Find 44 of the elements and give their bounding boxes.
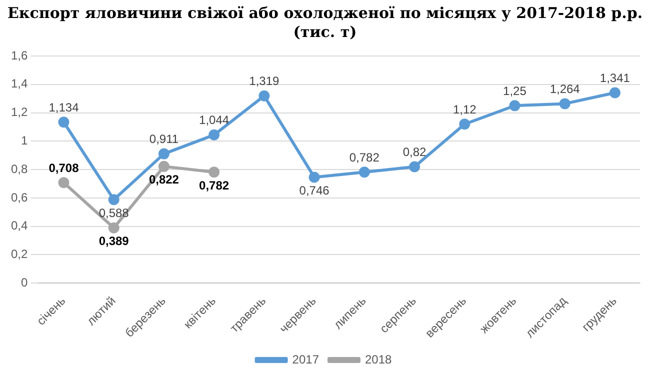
point	[108, 222, 120, 234]
point	[158, 160, 170, 172]
chart-title: Експорт яловичини свіжої або охолодженої по місяцях у 2017-2018 р.р. (тис. т)	[6, 4, 644, 42]
data-label: 0,389	[98, 234, 130, 248]
point	[58, 177, 70, 188]
point	[609, 87, 620, 98]
legend-label: 2018	[365, 352, 392, 366]
point	[509, 100, 520, 112]
point	[158, 148, 170, 160]
y-tick-label: 0,2	[10, 247, 28, 262]
point	[108, 194, 120, 206]
point	[308, 172, 320, 183]
data-label: 1,319	[249, 74, 280, 88]
point	[559, 98, 570, 110]
point	[459, 118, 470, 130]
data-label: 1,25	[503, 84, 527, 98]
y-tick-label: 1,2	[10, 105, 28, 120]
point	[409, 161, 420, 172]
data-label: 0,588	[98, 206, 130, 220]
point	[208, 129, 220, 140]
point	[208, 166, 220, 178]
data-label: 1,341	[600, 71, 630, 86]
point	[258, 90, 270, 102]
data-label: 0,782	[349, 150, 380, 164]
data-label: 1,12	[452, 102, 477, 116]
point	[58, 116, 70, 128]
data-label: 0,746	[299, 184, 330, 198]
data-label: 1,044	[199, 113, 230, 128]
data-label: 1,134	[48, 100, 80, 114]
y-tick-label: 0,8	[10, 162, 28, 176]
data-label: 0,82	[402, 145, 427, 160]
y-tick-label: 0,6	[10, 190, 28, 204]
data-label: 0,911	[149, 132, 179, 146]
legend-label: 2017	[292, 352, 320, 366]
point	[358, 166, 370, 178]
y-tick-label: 0,4	[10, 218, 28, 233]
data-label: 0,782	[199, 178, 230, 192]
data-label: 0,822	[148, 172, 180, 187]
y-tick-label: 0	[20, 275, 28, 290]
y-tick-label: 1,6	[10, 48, 28, 62]
data-label: 0,708	[48, 160, 80, 175]
y-tick-label: 1,4	[10, 76, 28, 91]
y-tick-label: 1	[20, 133, 28, 148]
data-label: 1,264	[550, 82, 580, 96]
